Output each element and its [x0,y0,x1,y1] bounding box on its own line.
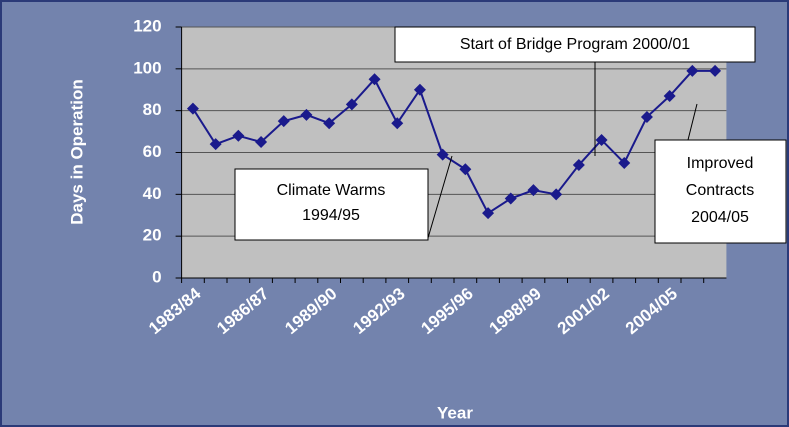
marker [436,148,449,161]
leader-line [427,155,453,239]
marker [527,184,540,197]
marker [640,110,653,123]
marker [323,117,336,130]
marker [663,90,676,103]
annotation-box [234,168,429,241]
y-tick-label: 40 [143,184,162,203]
marker [504,192,517,205]
marker [209,138,222,151]
annotation: Contracts [686,182,754,199]
marker [572,159,585,172]
annotation: 2004/05 [691,209,749,226]
y-tick-label: 100 [133,58,161,77]
y-tick-label: 0 [152,267,161,286]
marker [277,115,290,128]
annotation: 1994/95 [302,207,360,224]
marker [368,73,381,86]
annotation: Climate Warms [277,182,386,199]
annotation-box [394,26,756,63]
marker [482,207,495,220]
leader-line [687,103,698,141]
line [192,69,716,215]
marker [186,102,199,115]
marker [413,83,426,96]
annotation-box [654,139,787,244]
marker [709,64,722,77]
marker [391,117,404,130]
marker [686,64,699,77]
y-tick-label: 80 [143,100,162,119]
y-tick-label: 60 [143,142,162,161]
marker [255,136,268,149]
marker [300,108,313,121]
y-tick-label: 20 [143,226,162,245]
marker [618,156,631,169]
y-tick-label: 120 [133,16,161,35]
marker [595,133,608,146]
x-axis-title: Year [437,403,473,422]
marker [550,188,563,201]
marker [232,129,245,142]
y-axis-title: Days in Operation [67,79,86,224]
annotation: Improved [687,155,754,172]
marker [345,98,358,111]
marker [459,163,472,176]
annotation: Start of Bridge Program 2000/01 [460,36,690,53]
